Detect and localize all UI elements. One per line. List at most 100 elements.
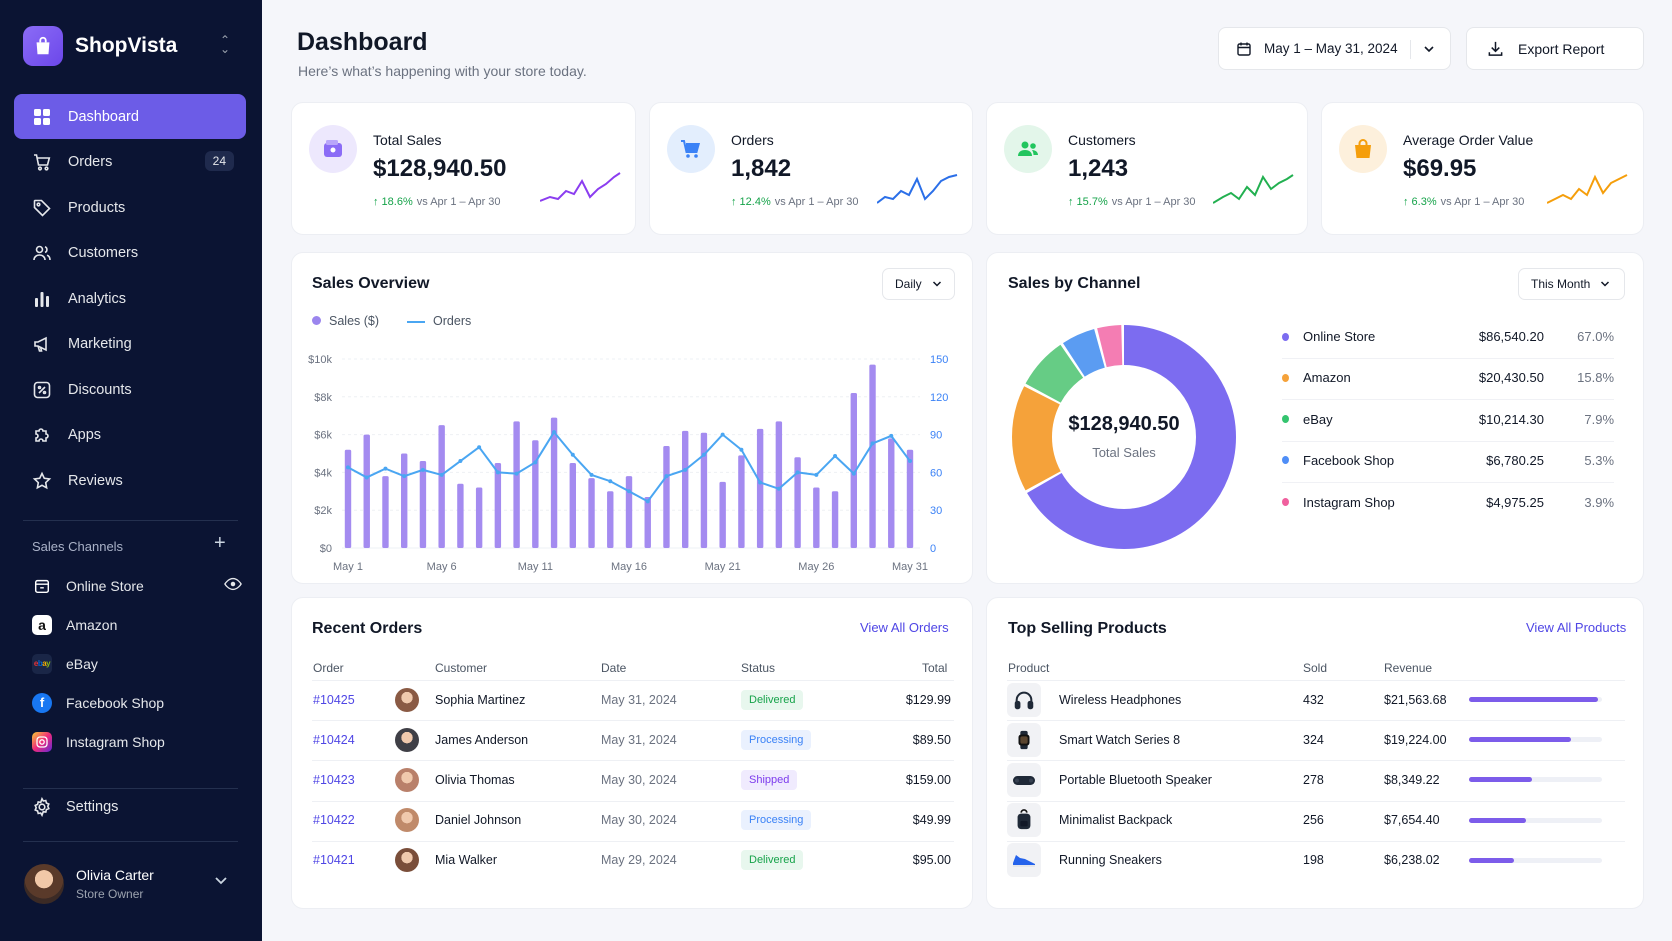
orders-point[interactable] — [458, 459, 463, 464]
channel-row[interactable]: eBay $10,214.30 7.9% — [1282, 398, 1614, 442]
nav-item-products[interactable]: Products — [14, 185, 246, 230]
legend-orders[interactable]: Orders — [407, 314, 471, 328]
orders-point[interactable] — [739, 447, 744, 452]
channel-row[interactable]: Instagram Shop $4,975.25 3.9% — [1282, 480, 1614, 524]
channel-online-store[interactable]: Online Store — [32, 566, 242, 605]
column-header[interactable]: Status — [741, 661, 776, 675]
sales-bar[interactable] — [775, 421, 783, 548]
order-id-link[interactable]: #10422 — [313, 813, 355, 828]
orders-point[interactable] — [514, 471, 519, 476]
orders-point[interactable] — [701, 452, 706, 457]
sales-bar[interactable] — [532, 440, 539, 548]
orders-point[interactable] — [570, 452, 575, 457]
sales-bar[interactable] — [738, 455, 745, 548]
orders-point[interactable] — [795, 470, 800, 475]
sales-bar[interactable] — [344, 449, 352, 548]
channel-row[interactable]: Online Store $86,540.20 67.0% — [1282, 315, 1614, 359]
sales-bar[interactable] — [625, 476, 633, 548]
orders-point[interactable] — [364, 475, 369, 480]
column-header[interactable]: Order — [313, 661, 344, 675]
orders-point[interactable] — [664, 474, 669, 479]
table-row[interactable]: #10422 Daniel Johnson May 30, 2024 Processi… — [292, 799, 972, 842]
sales-bar[interactable] — [888, 438, 895, 548]
expand-collapse-icon[interactable]: ⌃ ⌄ — [219, 33, 231, 56]
view-all-orders-link[interactable]: View All Orders — [860, 620, 949, 635]
orders-point[interactable] — [608, 479, 613, 484]
table-row[interactable]: #10421 Mia Walker May 29, 2024 Delivered $95… — [292, 839, 972, 882]
column-header[interactable]: Date — [601, 661, 627, 675]
channel-instagram-shop[interactable]: Instagram Shop — [32, 722, 242, 761]
brand[interactable]: ShopVista — [23, 26, 177, 66]
column-header[interactable]: Sold — [1303, 661, 1328, 675]
sales-bar[interactable] — [794, 457, 801, 548]
sales-bar[interactable] — [663, 445, 670, 548]
period-select[interactable]: This Month — [1518, 268, 1625, 300]
sales-bar[interactable] — [756, 428, 764, 548]
orders-point[interactable] — [477, 445, 482, 450]
sales-bar[interactable] — [906, 449, 914, 548]
sales-bar[interactable] — [850, 393, 857, 548]
channel-row[interactable]: Amazon $20,430.50 15.8% — [1282, 356, 1614, 401]
orders-point[interactable] — [552, 430, 557, 435]
sales-bar[interactable] — [831, 491, 839, 548]
nav-item-analytics[interactable]: Analytics — [14, 276, 246, 321]
orders-point[interactable] — [420, 467, 425, 472]
user-profile[interactable]: Olivia Carter Store Owner — [24, 864, 154, 904]
table-row[interactable]: Minimalist Backpack 256 $7,654.40 — [987, 799, 1643, 842]
orders-point[interactable] — [833, 454, 838, 459]
channel-amazon[interactable]: a Amazon — [32, 605, 242, 644]
table-row[interactable]: Portable Bluetooth Speaker 278 $8,349.22 — [987, 758, 1643, 801]
table-row[interactable]: Running Sneakers 198 $6,238.02 — [987, 839, 1643, 882]
orders-point[interactable] — [720, 432, 725, 437]
sales-bar[interactable] — [588, 478, 595, 548]
orders-point[interactable] — [402, 474, 407, 479]
sales-bar[interactable] — [475, 487, 483, 548]
period-select[interactable]: Daily — [882, 268, 955, 300]
sales-bar[interactable] — [607, 491, 614, 548]
order-id-link[interactable]: #10425 — [313, 692, 355, 707]
orders-point[interactable] — [627, 489, 631, 494]
donut-slice[interactable] — [1012, 325, 1236, 549]
nav-item-marketing[interactable]: Marketing — [14, 322, 246, 367]
sales-bar[interactable] — [682, 430, 689, 548]
nav-item-discounts[interactable]: Discounts — [14, 367, 246, 412]
export-report-button[interactable]: Export Report — [1466, 27, 1644, 70]
sales-bar[interactable] — [513, 421, 520, 548]
table-row[interactable]: #10423 Olivia Thomas May 30, 2024 Shipped $1… — [292, 758, 972, 801]
legend-sales[interactable]: Sales ($) — [312, 314, 379, 328]
table-row[interactable]: #10424 James Anderson May 31, 2024 Processi… — [292, 718, 972, 761]
sales-bar[interactable] — [401, 453, 408, 549]
order-id-link[interactable]: #10421 — [313, 853, 355, 868]
sales-bar[interactable] — [644, 496, 651, 548]
orders-point[interactable] — [346, 465, 350, 470]
orders-point[interactable] — [908, 459, 912, 464]
orders-point[interactable] — [758, 480, 763, 485]
orders-point[interactable] — [439, 472, 444, 477]
orders-point[interactable] — [383, 466, 388, 471]
orders-point[interactable] — [870, 441, 875, 446]
sales-bar[interactable] — [382, 476, 389, 548]
orders-point[interactable] — [889, 433, 894, 438]
sales-bar[interactable] — [869, 364, 876, 548]
table-row[interactable]: Wireless Headphones 432 $21,563.68 — [987, 678, 1643, 721]
sales-bar[interactable] — [419, 461, 427, 548]
column-header[interactable]: Total — [922, 661, 948, 675]
sales-bar[interactable] — [813, 487, 820, 548]
nav-item-dashboard[interactable]: Dashboard — [14, 94, 246, 139]
sales-bar[interactable] — [457, 483, 464, 548]
channel-row[interactable]: Facebook Shop $6,780.25 5.3% — [1282, 439, 1614, 483]
order-id-link[interactable]: #10423 — [313, 772, 355, 787]
sales-bar[interactable] — [438, 425, 445, 548]
orders-point[interactable] — [645, 499, 650, 504]
add-channel-icon[interactable]: + — [214, 532, 226, 554]
orders-point[interactable] — [851, 471, 856, 476]
order-id-link[interactable]: #10424 — [313, 732, 355, 747]
nav-item-reviews[interactable]: Reviews — [14, 458, 246, 503]
sales-bar[interactable] — [494, 462, 502, 548]
orders-point[interactable] — [495, 470, 500, 475]
sales-bar[interactable] — [700, 432, 708, 548]
sales-bar[interactable] — [569, 462, 576, 548]
view-all-products-link[interactable]: View All Products — [1526, 620, 1627, 635]
eye-icon[interactable] — [224, 577, 242, 591]
